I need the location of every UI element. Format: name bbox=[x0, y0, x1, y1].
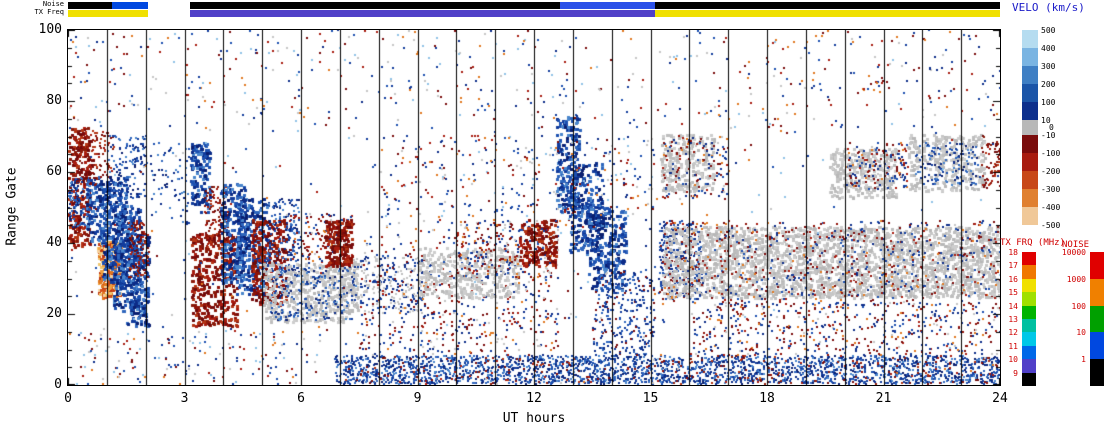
velocity-colorbar-segment bbox=[1022, 102, 1038, 120]
noise-colorbar-label: 100 bbox=[1071, 301, 1086, 311]
txfreq-colorbar-title: TX FRQ (MHz) bbox=[1000, 238, 1066, 248]
velocity-colorbar-segment bbox=[1022, 189, 1038, 207]
txfreq-colorbar-segment bbox=[1022, 265, 1036, 279]
velocity-colorbar-segment bbox=[1022, 135, 1038, 153]
noise-colorbar-title: NOISE bbox=[1062, 240, 1090, 250]
velocity-colorbar-label: 400 bbox=[1041, 44, 1056, 53]
noise-colorbar-label: 10000 bbox=[1061, 248, 1086, 257]
txfreq-colorbar-segment bbox=[1022, 278, 1036, 293]
txfreq-colorbar-segment bbox=[1022, 319, 1036, 333]
velocity-colorbar-label: 200 bbox=[1041, 80, 1056, 89]
noise-strip-segment bbox=[560, 2, 656, 9]
noise-strip-label: Noise bbox=[42, 0, 64, 8]
txfreq-colorbar-segment bbox=[1022, 359, 1036, 373]
velocity-colorbar-segment bbox=[1022, 207, 1038, 225]
velocity-colorbar-segment bbox=[1022, 120, 1038, 135]
velocity-colorbar-label: -400 bbox=[1041, 203, 1061, 212]
x-tick-label: 6 bbox=[297, 391, 305, 406]
y-tick-label: 20 bbox=[46, 306, 62, 321]
x-tick-label: 12 bbox=[526, 391, 542, 406]
x-tick-label: 3 bbox=[180, 391, 189, 406]
x-tick-label: 18 bbox=[759, 391, 775, 406]
noise-colorbar-segment bbox=[1090, 252, 1104, 279]
txfreq-colorbar-segment bbox=[1022, 305, 1036, 320]
y-tick-label: 0 bbox=[54, 377, 62, 392]
y-tick-label: 60 bbox=[46, 164, 62, 179]
txfreq-colorbar-segment bbox=[1022, 345, 1036, 360]
velocity-colorbar-segment bbox=[1022, 30, 1038, 48]
x-tick-label: 9 bbox=[413, 391, 422, 406]
txfreq-colorbar-segment bbox=[1022, 252, 1036, 266]
tx_freq-strip-segment bbox=[655, 10, 1000, 17]
txfreq-colorbar-label: 10 bbox=[1008, 355, 1018, 365]
velocity-colorbar-label: -300 bbox=[1041, 185, 1061, 194]
txfreq-colorbar-label: 12 bbox=[1008, 328, 1018, 338]
tx_freq-strip-segment bbox=[68, 10, 148, 17]
y-axis-label: Range Gate bbox=[4, 167, 20, 246]
velocity-colorbar-label: -500 bbox=[1041, 221, 1061, 230]
noise-strip-segment bbox=[655, 2, 1000, 9]
x-tick-label: 15 bbox=[642, 391, 659, 406]
velocity-colorbar-title: VELO (km/s) bbox=[1012, 1, 1085, 14]
tx_freq-strip-segment bbox=[189, 10, 656, 17]
noise-colorbar-label: 1000 bbox=[1066, 274, 1086, 284]
velocity-colorbar-label: 100 bbox=[1041, 98, 1056, 107]
txfreq-strip bbox=[68, 10, 1000, 17]
noise-colorbar-label: 10 bbox=[1076, 328, 1086, 338]
velocity-colorbar-label: 300 bbox=[1041, 62, 1056, 71]
txfreq-colorbar-label: 13 bbox=[1008, 315, 1018, 324]
y-tick-label: 40 bbox=[46, 235, 62, 250]
txfreq-colorbar-label: 14 bbox=[1008, 301, 1018, 311]
velocity-colorbar-label: 500 bbox=[1041, 26, 1056, 35]
velocity-colorbar-segment bbox=[1022, 171, 1038, 189]
x-axis-label: UT hours bbox=[502, 411, 566, 426]
velocity-colorbar-segment bbox=[1022, 84, 1038, 102]
velocity-colorbar-label: -10 bbox=[1041, 131, 1056, 140]
noise-strip bbox=[68, 2, 1000, 9]
velocity-colorbar-segment bbox=[1022, 48, 1038, 66]
velocity-colorbar-segment bbox=[1022, 153, 1038, 171]
txfreq-colorbar-label: 9 bbox=[1013, 368, 1018, 378]
txfreq-colorbar-segment bbox=[1022, 292, 1036, 306]
y-tick-label: 100 bbox=[38, 22, 62, 37]
plot-area bbox=[67, 29, 1001, 386]
velocity-colorbar-label: -200 bbox=[1041, 167, 1061, 176]
noise-strip-segment bbox=[111, 2, 148, 9]
velocity-colorbar-segment bbox=[1022, 66, 1038, 84]
noise-colorbar bbox=[1090, 252, 1104, 386]
noise-colorbar-segment bbox=[1090, 305, 1104, 333]
rti-scatter-canvas bbox=[68, 30, 1000, 385]
txfreq-colorbar bbox=[1022, 252, 1036, 387]
txfreq-colorbar-segment bbox=[1022, 372, 1036, 387]
txfreq-colorbar-label: 15 bbox=[1008, 288, 1018, 298]
txfreq-colorbar-label: 16 bbox=[1008, 274, 1018, 284]
y-tick-label: 80 bbox=[46, 93, 62, 108]
x-tick-label: 0 bbox=[64, 391, 72, 406]
velocity-colorbar-label: -100 bbox=[1041, 149, 1061, 158]
noise-colorbar-segment bbox=[1090, 278, 1104, 306]
x-tick-label: 21 bbox=[875, 391, 892, 406]
noise-colorbar-segment bbox=[1090, 359, 1104, 386]
txfreq-colorbar-label: 11 bbox=[1008, 341, 1018, 351]
txfreq-colorbar-label: 17 bbox=[1008, 261, 1018, 271]
velocity-colorbar-label: 0 bbox=[1049, 123, 1054, 132]
velocity-colorbar-label: 10 bbox=[1041, 116, 1051, 125]
noise-strip-segment bbox=[68, 2, 112, 9]
txfreq-strip-label: TX Freq bbox=[34, 8, 64, 16]
txfreq-colorbar-label: 18 bbox=[1008, 248, 1018, 257]
noise-colorbar-segment bbox=[1090, 332, 1104, 360]
x-tick-label: 24 bbox=[992, 391, 1008, 406]
noise-strip-segment bbox=[189, 2, 560, 9]
txfreq-colorbar-segment bbox=[1022, 332, 1036, 346]
velocity-colorbar bbox=[1022, 30, 1038, 225]
noise-colorbar-label: 1 bbox=[1081, 355, 1086, 365]
